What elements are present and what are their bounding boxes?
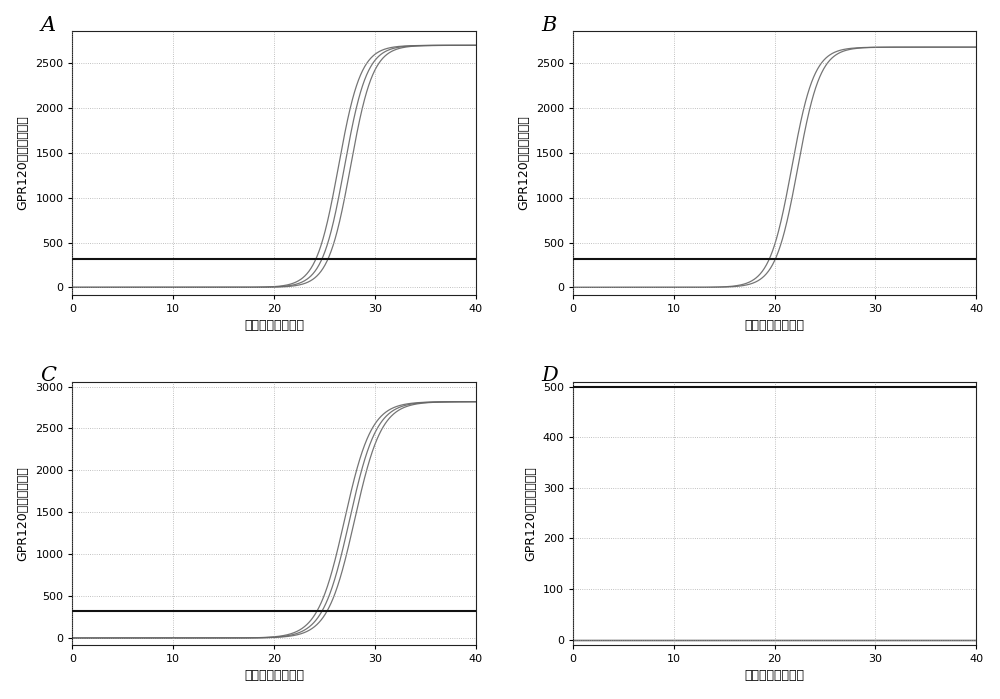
Y-axis label: GPR120相对荧光强度: GPR120相对荧光强度 [524, 466, 537, 561]
X-axis label: 扩增循环数（次）: 扩增循环数（次） [244, 319, 304, 332]
X-axis label: 扩增循环数（次）: 扩增循环数（次） [745, 670, 805, 682]
X-axis label: 扩增循环数（次）: 扩增循环数（次） [244, 670, 304, 682]
Y-axis label: GPR120相对荧光强度: GPR120相对荧光强度 [17, 115, 30, 210]
Text: B: B [541, 15, 556, 34]
Text: A: A [40, 15, 55, 34]
Y-axis label: GPR120相对荧光强度: GPR120相对荧光强度 [517, 115, 530, 210]
Text: C: C [40, 366, 56, 384]
Text: D: D [541, 366, 558, 384]
Y-axis label: GPR120相对荧光强度: GPR120相对荧光强度 [17, 466, 30, 561]
X-axis label: 扩增循环数（次）: 扩增循环数（次） [745, 319, 805, 332]
